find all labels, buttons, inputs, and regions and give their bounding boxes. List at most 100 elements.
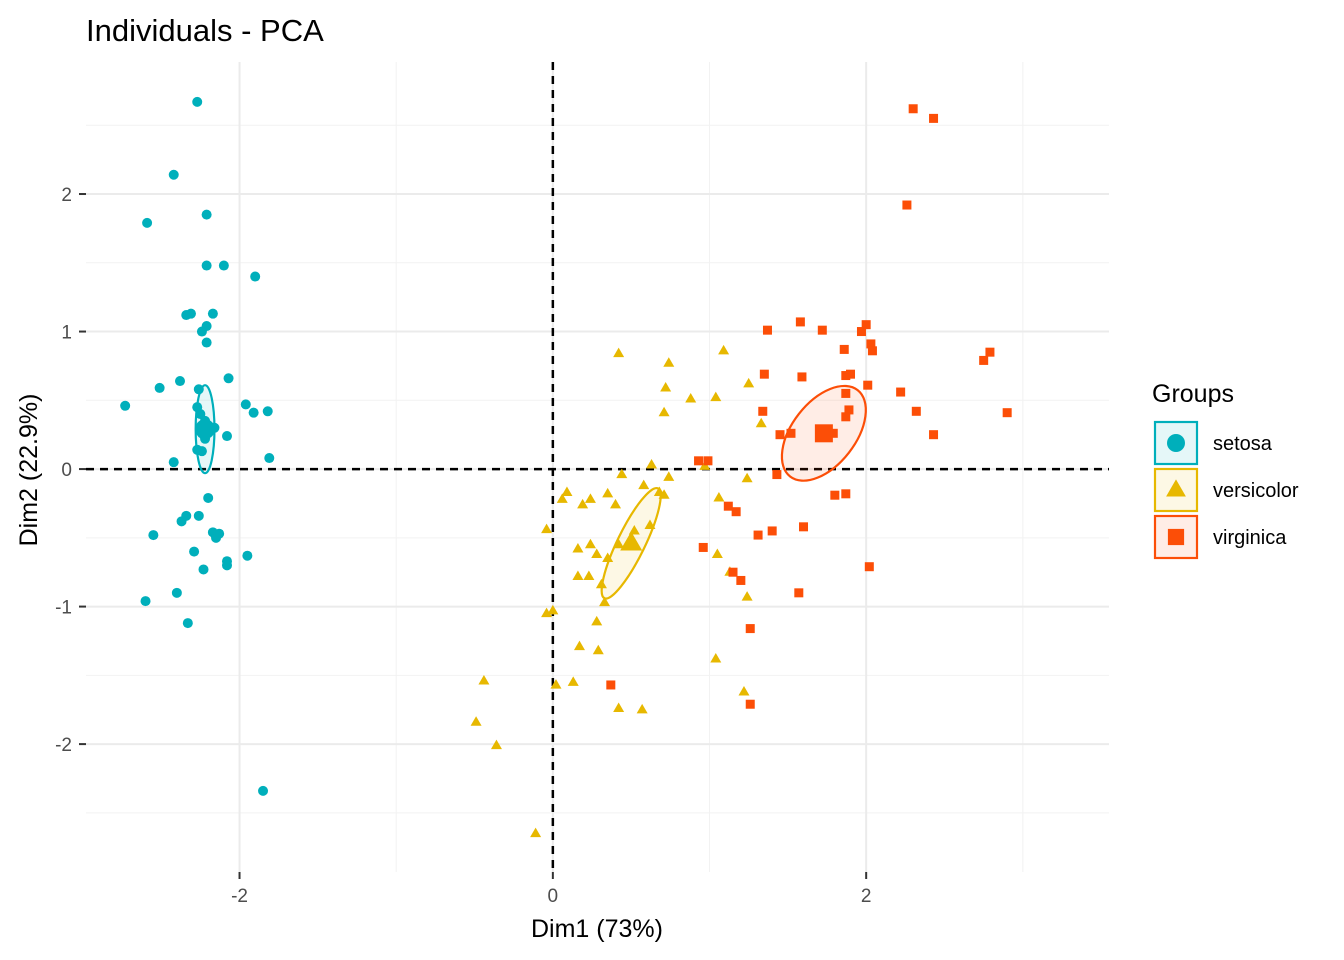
versicolor-point bbox=[599, 596, 611, 607]
versicolor-point bbox=[755, 417, 767, 428]
versicolor-point bbox=[572, 570, 584, 580]
setosa-point bbox=[207, 308, 218, 319]
group-means bbox=[195, 419, 833, 551]
versicolor-point bbox=[741, 472, 753, 483]
virginica-point bbox=[844, 405, 854, 415]
versicolor-point bbox=[530, 827, 542, 838]
y-axis-ticks: -2 -1 0 1 2 bbox=[55, 185, 86, 756]
legend-marker-setosa bbox=[1167, 434, 1185, 452]
setosa-point bbox=[201, 337, 212, 348]
versicolor-point bbox=[636, 703, 648, 714]
versicolor-point bbox=[470, 716, 482, 726]
legend: Groups setosa versicolor virginica bbox=[1152, 380, 1299, 560]
virginica-point bbox=[753, 530, 763, 540]
virginica-point bbox=[979, 355, 989, 365]
virginica-point bbox=[839, 344, 849, 354]
versicolor-point bbox=[658, 489, 670, 499]
setosa-point bbox=[196, 446, 207, 457]
versicolor-point bbox=[567, 676, 579, 686]
virginica-point bbox=[864, 562, 874, 572]
legend-label-setosa: setosa bbox=[1213, 433, 1273, 455]
versicolor-point bbox=[490, 739, 502, 750]
virginica-point bbox=[863, 380, 873, 390]
versicolor-point bbox=[573, 640, 585, 651]
virginica-point bbox=[736, 575, 746, 585]
setosa-point bbox=[250, 271, 261, 282]
virginica-point bbox=[703, 456, 713, 466]
versicolor-point bbox=[616, 468, 628, 479]
versicolor-point bbox=[660, 382, 672, 392]
virginica-point bbox=[775, 430, 785, 440]
legend-label-virginica: virginica bbox=[1213, 527, 1287, 549]
versicolor-point bbox=[610, 498, 622, 509]
virginica-point bbox=[762, 325, 772, 335]
versicolor-point bbox=[478, 674, 490, 685]
versicolor-point bbox=[613, 538, 625, 549]
setosa-point bbox=[203, 492, 214, 503]
virginica-point bbox=[606, 680, 616, 690]
virginica-point bbox=[795, 317, 805, 327]
versicolor-point bbox=[583, 570, 595, 580]
grid bbox=[86, 62, 1109, 872]
virginica-point bbox=[867, 346, 877, 356]
versicolor-point bbox=[556, 493, 568, 503]
versicolor-point bbox=[591, 548, 603, 558]
virginica-point bbox=[908, 104, 918, 114]
setosa-point bbox=[140, 596, 151, 607]
virginica-mean-point bbox=[814, 424, 833, 443]
setosa-point bbox=[168, 169, 179, 180]
x-tick-label: 0 bbox=[548, 886, 559, 907]
y-tick-label: 2 bbox=[61, 185, 72, 206]
versicolor-point bbox=[710, 652, 722, 663]
virginica-point bbox=[1002, 408, 1012, 418]
y-axis-title: Dim2 (22.9%) bbox=[15, 394, 43, 547]
virginica-point bbox=[929, 113, 939, 123]
setosa-point bbox=[240, 399, 251, 410]
setosa-point bbox=[198, 564, 209, 575]
versicolor-point bbox=[602, 487, 614, 498]
x-axis-title: Dim1 (73%) bbox=[531, 915, 663, 943]
virginica-point bbox=[841, 489, 851, 499]
versicolor-point bbox=[584, 538, 596, 549]
versicolor-point bbox=[718, 344, 730, 355]
setosa-point bbox=[154, 382, 165, 393]
versicolor-point bbox=[741, 591, 753, 601]
versicolor-point bbox=[638, 479, 650, 490]
versicolor-point bbox=[541, 607, 553, 618]
virginica-point bbox=[902, 200, 912, 210]
versicolor-point bbox=[658, 406, 670, 417]
virginica-point bbox=[817, 325, 827, 335]
versicolor-point bbox=[713, 492, 725, 502]
data-points bbox=[120, 96, 1012, 838]
virginica-point bbox=[772, 470, 782, 480]
virginica-point bbox=[794, 588, 804, 598]
setosa-point bbox=[174, 376, 185, 387]
versicolor-point bbox=[711, 548, 723, 558]
virginica-point bbox=[846, 369, 856, 379]
versicolor-point bbox=[592, 644, 604, 655]
y-tick-label: 0 bbox=[61, 460, 72, 481]
versicolor-point bbox=[710, 391, 722, 402]
versicolor-point bbox=[541, 523, 553, 534]
setosa-point bbox=[201, 209, 212, 220]
virginica-point bbox=[731, 507, 741, 517]
virginica-point bbox=[896, 387, 906, 397]
versicolor-point bbox=[595, 578, 607, 589]
legend-items: setosa versicolor virginica bbox=[1153, 420, 1299, 560]
group-ellipses bbox=[194, 384, 867, 600]
versicolor-point bbox=[561, 486, 573, 497]
virginica-point bbox=[745, 624, 755, 634]
virginica-point bbox=[759, 369, 769, 379]
virginica-point bbox=[841, 388, 851, 398]
setosa-point bbox=[193, 384, 204, 395]
versicolor-point bbox=[550, 679, 562, 689]
x-axis-ticks: -2 0 2 bbox=[231, 872, 871, 907]
setosa-point bbox=[221, 560, 232, 571]
virginica-point bbox=[786, 428, 796, 438]
virginica-point bbox=[698, 542, 708, 552]
versicolor-point bbox=[572, 542, 584, 553]
versicolor-point bbox=[613, 347, 625, 358]
virginica-point bbox=[767, 526, 777, 536]
setosa-point bbox=[221, 431, 232, 442]
